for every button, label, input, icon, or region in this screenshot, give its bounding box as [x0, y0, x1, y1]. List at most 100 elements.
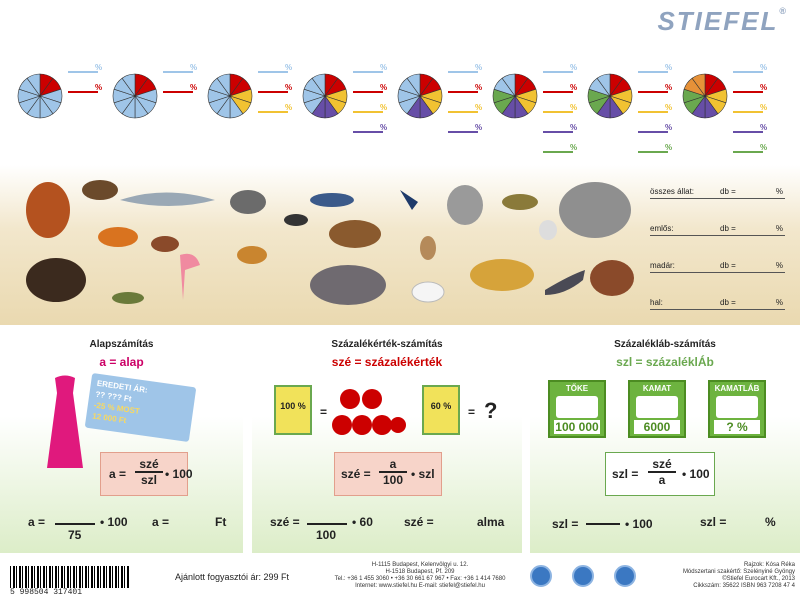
pie-percent-label: % — [190, 83, 197, 92]
bottom-lhs: szé = — [270, 515, 300, 529]
pie-percent-label: % — [570, 103, 577, 112]
panel-subtitle: a = alap — [99, 355, 144, 369]
pie-slice — [406, 73, 421, 97]
pie-percent-label: % — [570, 143, 577, 152]
pie-percent-label: % — [475, 63, 482, 72]
bottom-mid: • 60 — [352, 515, 373, 529]
stat-count: db = — [720, 261, 736, 270]
brand-logo: STIEFEL® — [657, 6, 788, 36]
perch-icon — [112, 292, 144, 304]
price-tag: EREDETI ÁR: ?? ??? Ft -25 % MOST 12 000 … — [84, 372, 197, 443]
fraction-line — [307, 523, 347, 525]
stat-row: hal: db =% — [650, 298, 785, 310]
pie-percent-label: % — [570, 83, 577, 92]
pie-percent-label: % — [285, 63, 292, 72]
pie-percent-label: % — [285, 103, 292, 112]
address-line: Internet: www.stiefel.hu E-mail: stiefel… — [355, 583, 485, 589]
box-value: 6000 — [634, 420, 680, 434]
pie-percent-label: % — [380, 83, 387, 92]
capital-box: KAMATLÁB ? % — [708, 380, 766, 438]
product-badge-icon — [530, 565, 552, 587]
pie-percent-label: % — [760, 83, 767, 92]
pie-percent-label: % — [475, 123, 482, 132]
box-label: KAMATLÁB — [714, 384, 760, 393]
box-value: ? % — [714, 420, 760, 434]
panel-percentage-rate: Százalékláb-számítás szl = százaléklÁb T… — [530, 325, 800, 553]
credit-line: Módszertani szakértő: Szelényiné Gyöngy — [682, 569, 795, 575]
pheasant-icon — [151, 236, 179, 252]
pie-percent-label: % — [665, 83, 672, 92]
pie-percent-label: % — [760, 123, 767, 132]
shark-icon — [120, 192, 215, 206]
formula-lhs: szl = — [612, 467, 639, 481]
formula-box: a = szé szl • 100 — [100, 452, 193, 496]
capital-box: TŐKE 100 000 — [548, 380, 606, 438]
swan-icon — [411, 281, 445, 303]
pie-percent-label: % — [665, 123, 672, 132]
formula-den: szl — [140, 473, 157, 487]
boar-icon — [329, 220, 381, 248]
bottom-unit: Ft — [215, 515, 227, 529]
pie-slice — [311, 73, 326, 97]
price-label: Ajánlott fogyasztói ár: 299 Ft — [175, 572, 290, 582]
equals-sign: = — [468, 405, 476, 419]
swallow-icon — [400, 190, 418, 210]
pie-percent-label: % — [95, 83, 102, 92]
equals-sign: = — [320, 405, 328, 419]
barcode — [10, 566, 130, 588]
pie-slice — [501, 73, 516, 97]
bottom-lhs2: szl = — [700, 515, 727, 529]
stat-count: db = — [720, 298, 736, 307]
pie-percent-label: % — [95, 63, 102, 72]
rat-icon — [230, 190, 266, 214]
pie-percent-label: % — [665, 143, 672, 152]
apples-icon — [332, 389, 406, 435]
credit-line: Cikkszám: 35622 ISBN 963 7208 47 4 — [693, 583, 795, 589]
credit-line: ©Stiefel Eurocart Kft., 2013 — [722, 576, 795, 582]
stat-percent: % — [775, 187, 783, 196]
elephant-icon — [559, 182, 631, 238]
credit-line: Rajzok: Kósa Réka — [743, 562, 795, 568]
bottom-mid: • 100 — [100, 515, 128, 529]
bottom-lhs: a = — [28, 515, 46, 529]
formula-num: szé — [648, 457, 676, 473]
fraction-line — [55, 523, 95, 525]
bottom-den: 75 — [68, 528, 82, 542]
fox-icon — [98, 227, 138, 247]
panel-subtitle: szl = százaléklÁb — [616, 355, 714, 369]
stat-label: hal: — [650, 298, 663, 307]
pie-slice — [121, 73, 136, 97]
product-badge-icon — [572, 565, 594, 587]
bottom-den: 100 — [316, 528, 337, 542]
pie-slice — [596, 73, 611, 97]
catfish-icon — [545, 270, 585, 295]
pie-percent-label: % — [285, 83, 292, 92]
juice-box-60: 60 % — [422, 385, 460, 435]
address-line: H-1115 Budapest, Kelenvölgyi u. 12. — [371, 562, 469, 568]
formula-rhs: • 100 — [165, 467, 193, 481]
panel-base-calculation: Alapszámítás a = alap EREDETI ÁR: ?? ???… — [0, 325, 243, 553]
box-label: TŐKE — [565, 384, 589, 393]
stork-icon — [539, 220, 557, 240]
pie-percent-label: % — [665, 103, 672, 112]
pie-slice — [216, 73, 231, 97]
fish-icon — [310, 193, 354, 207]
formula-box: szl = szé a • 100 — [605, 452, 715, 496]
eagle-icon — [82, 180, 118, 200]
formula-lhs: a = — [109, 467, 127, 481]
panel-title: Százalékérték-számítás — [331, 339, 443, 350]
formula-den: 100 — [382, 473, 404, 487]
dress-icon — [47, 375, 83, 468]
address-line: H-1518 Budapest, Pf. 209 — [385, 569, 455, 575]
juice-box-100: 100 % — [274, 385, 312, 435]
product-badge-icon — [614, 565, 636, 587]
pie-percent-label: % — [570, 123, 577, 132]
box-value: 100 000 — [554, 420, 600, 434]
capital-box: KAMAT 6000 — [628, 380, 686, 438]
pie-percent-label: % — [570, 63, 577, 72]
stat-row: összes állat: db =% — [650, 187, 785, 199]
pie-percent-label: % — [475, 83, 482, 92]
animal-illustrations — [26, 180, 634, 305]
formula-lhs: szé = — [341, 467, 371, 481]
